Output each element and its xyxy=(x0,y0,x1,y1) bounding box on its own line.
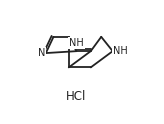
Text: N: N xyxy=(38,48,45,58)
Text: NH: NH xyxy=(113,46,128,56)
Text: NH: NH xyxy=(113,46,128,56)
Text: NH: NH xyxy=(69,38,84,48)
Text: N: N xyxy=(38,48,45,58)
Text: HCl: HCl xyxy=(66,91,87,104)
Text: NH: NH xyxy=(69,38,84,48)
